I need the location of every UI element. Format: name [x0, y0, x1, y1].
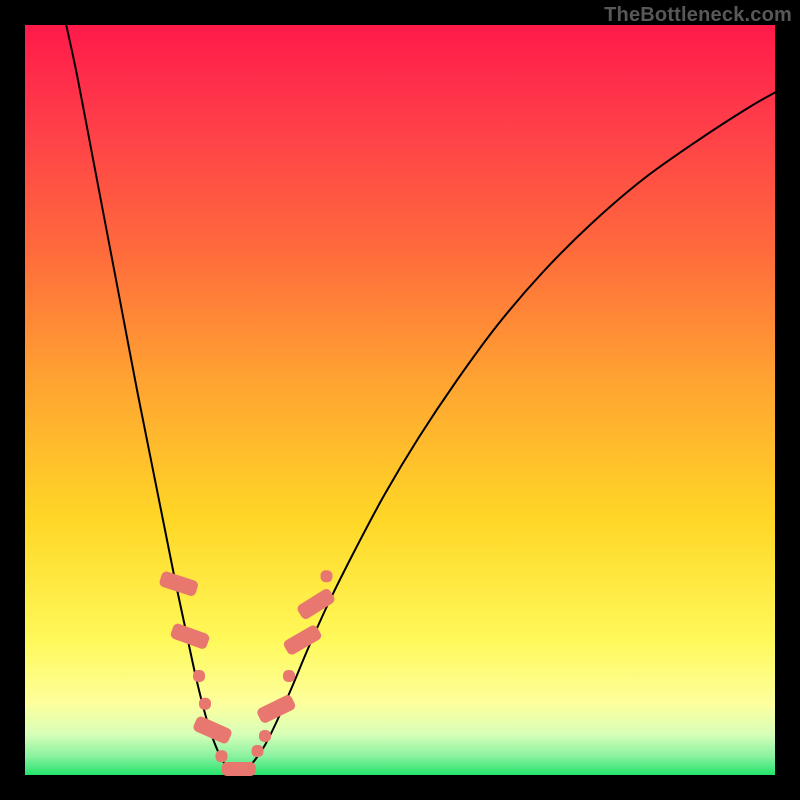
data-marker [283, 670, 295, 682]
data-marker [252, 745, 264, 757]
data-marker [296, 587, 337, 621]
data-marker [321, 570, 333, 582]
data-marker [199, 698, 211, 710]
watermark-text: TheBottleneck.com [604, 4, 792, 27]
data-marker [216, 750, 228, 762]
chart-frame: TheBottleneck.com [0, 0, 800, 800]
data-marker [256, 693, 297, 724]
data-marker [193, 670, 205, 682]
bottleneck-curve [25, 25, 775, 775]
plot-area [25, 25, 775, 775]
data-marker [222, 762, 256, 776]
data-marker [282, 624, 323, 657]
data-marker [259, 730, 271, 742]
curve-right-branch [250, 93, 775, 767]
data-marker [192, 715, 233, 745]
curve-left-branch [66, 25, 227, 766]
